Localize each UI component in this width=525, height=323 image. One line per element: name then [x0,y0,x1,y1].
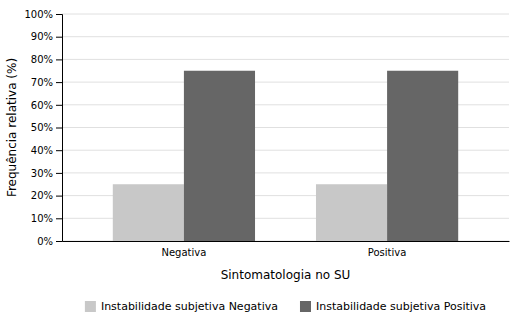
legend-item: Instabilidade subjetiva Negativa [85,300,278,313]
grid-line [62,59,509,60]
tick-label: 10% [31,213,53,224]
tick-mark [56,37,62,38]
tick: 70% [31,77,62,88]
tick: Negativa [161,247,206,258]
tick-label: 30% [31,168,53,179]
bar [184,71,255,241]
plot: 0% 10% 20% 30% 40% 50% 60% 70% 80% 90% 100% Negativ… [24,9,509,258]
tick-label: 100% [24,9,53,20]
tick-label: 80% [31,54,53,65]
legend-label: Instabilidade subjetiva Positiva [316,300,486,313]
tick-mark [56,150,62,151]
tick-label: 70% [31,77,53,88]
tick: 20% [31,190,62,201]
tick-mark [56,196,62,197]
tick-mark [56,14,62,15]
x-axis: Negativa Positiva [63,242,510,259]
tick: 60% [31,100,62,111]
tick: 30% [31,168,62,179]
tick: 10% [31,213,62,224]
bar [113,184,184,241]
tick: 50% [31,122,62,133]
axis-line [56,15,63,242]
tick-label: 90% [31,31,53,42]
tick-mark [56,241,62,242]
y-axis-title: Frequência relativa (%) [5,58,19,197]
axis-line [63,241,510,242]
bar [316,184,387,241]
legend-swatch [300,301,311,312]
y-axis: 0% 10% 20% 30% 40% 50% 60% 70% 80% 90% 100% [24,9,62,247]
grid-line [62,14,509,15]
bar [387,71,458,241]
tick: 0% [37,236,62,247]
tick: 100% [24,9,62,20]
tick-label: 60% [31,100,53,111]
bars [113,71,458,241]
tick-label: Negativa [161,247,206,258]
tick-mark [56,82,62,83]
tick-label: 20% [31,190,53,201]
tick-label: 40% [31,145,53,156]
grid [62,14,509,241]
tick-mark [56,59,62,60]
tick: Positiva [368,247,407,258]
tick-label: Positiva [368,247,407,258]
legend-label: Instabilidade subjetiva Negativa [101,300,278,313]
chart: 0% 10% 20% 30% 40% 50% 60% 70% 80% 90% 100% Negativ… [0,0,525,323]
legend: Instabilidade subjetiva Negativa Instabil… [85,300,486,313]
legend-item: Instabilidade subjetiva Positiva [300,300,486,313]
tick-mark [56,218,62,219]
tick: 80% [31,54,62,65]
grid-line [62,36,509,37]
tick: 90% [31,31,62,42]
tick-mark [56,173,62,174]
tick-mark [56,128,62,129]
legend-swatch [85,301,96,312]
tick-label: 50% [31,122,53,133]
x-axis-title: Sintomatologia no SU [221,268,351,282]
tick: 40% [31,145,62,156]
tick-mark [56,105,62,106]
tick-label: 0% [37,236,53,247]
